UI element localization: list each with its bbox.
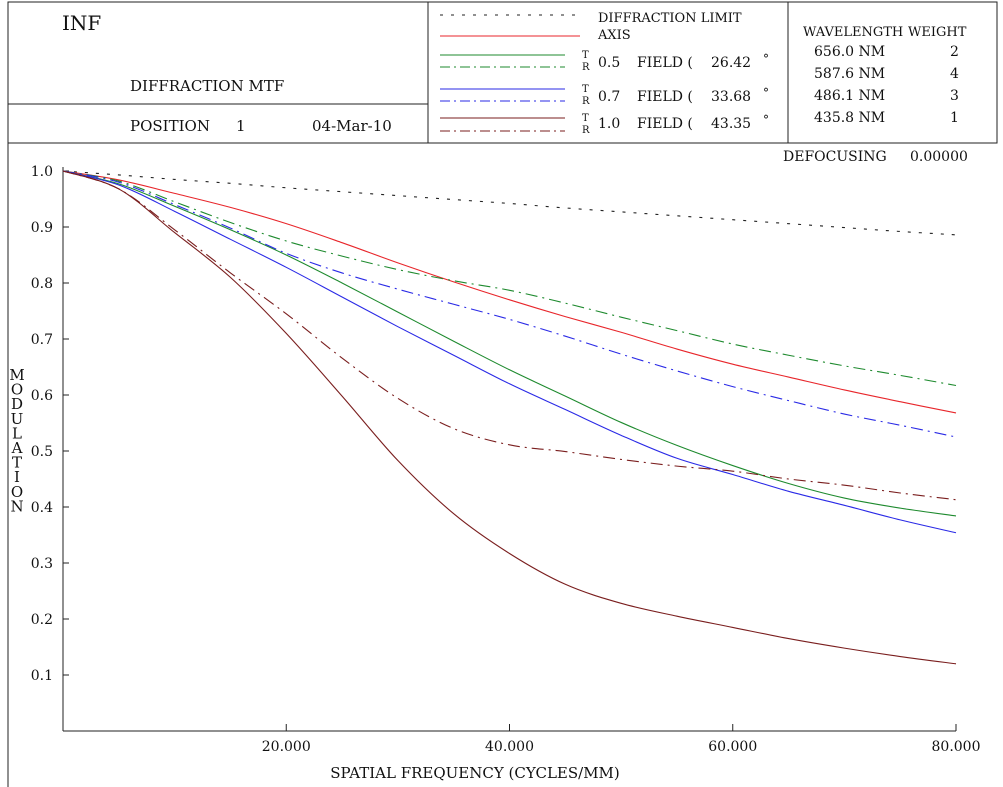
date-label: 04-Mar-10	[312, 117, 392, 135]
y-tick-label: 0.2	[31, 612, 53, 628]
y-axis-title-letter: O	[11, 381, 23, 399]
y-axis-title-letter: O	[11, 483, 23, 501]
legend-t-10: T	[582, 113, 589, 124]
legend-field-10-degree: °	[763, 113, 769, 127]
legend-label-axis: AXIS	[597, 28, 631, 43]
weight-row-3: 3	[950, 88, 959, 104]
y-axis-title-letter: U	[11, 410, 24, 428]
y-tick-label: 0.9	[31, 220, 53, 236]
y-axis-title-letter: D	[11, 395, 23, 413]
series-0-7-field-r	[62, 170, 957, 438]
y-axis-title-letter: M	[9, 366, 24, 384]
conjugate-label: INF	[62, 11, 101, 35]
y-axis-title-letter: L	[12, 424, 22, 442]
y-axis-title-letter: I	[14, 468, 20, 486]
legend-field-10-word: FIELD (	[637, 116, 693, 132]
x-tick-label: 40.000	[485, 739, 534, 755]
weight-row-2: 4	[950, 66, 959, 82]
weight-header: WEIGHT	[908, 25, 967, 40]
y-tick-label: 0.3	[31, 556, 53, 572]
legend-field-10-angle: 43.35	[711, 116, 751, 132]
x-tick-label: 60.000	[708, 739, 757, 755]
legend-field-05-degree: °	[763, 52, 769, 66]
y-axis-title-letter: T	[12, 454, 22, 472]
wavelength-row-2: 587.6 NM	[814, 66, 885, 82]
series-axis	[62, 170, 957, 414]
x-tick-label: 20.000	[262, 739, 311, 755]
legend-field-07-angle: 33.68	[711, 89, 751, 105]
axis-lines	[62, 167, 956, 732]
legend-field-07-degree: °	[763, 86, 769, 100]
legend: DIFFRACTION LIMIT AXIS T R 0.5 FIELD ( 2…	[440, 11, 769, 136]
legend-label-diffraction-limit: DIFFRACTION LIMIT	[598, 11, 742, 26]
wavelength-row-3: 486.1 NM	[814, 88, 885, 104]
legend-t-05: T	[582, 50, 589, 61]
legend-field-10-fraction: 1.0	[598, 116, 620, 132]
y-axis-ticks: 0.1 0.2 0.3 0.4 0.5 0.6 0.7 0.8 0.9 1.0	[31, 164, 69, 684]
header-frame	[7, 1, 998, 144]
y-tick-label: 0.1	[31, 668, 53, 684]
wavelength-row-1: 656.0 NM	[814, 44, 885, 60]
legend-field-07-word: FIELD (	[637, 89, 693, 105]
series-1-0-field-r	[62, 170, 957, 501]
weight-row-4: 1	[950, 110, 959, 126]
defocusing-value: 0.00000	[910, 149, 968, 165]
chart-title: DIFFRACTION MTF	[130, 77, 284, 95]
legend-field-05-fraction: 0.5	[598, 55, 620, 71]
wavelength-header: WAVELENGTH	[803, 25, 903, 40]
x-axis-ticks: 20.000 40.000 60.000 80.000	[262, 724, 981, 755]
legend-r-05: R	[582, 62, 590, 73]
wavelength-row-4: 435.8 NM	[814, 110, 885, 126]
defocusing-label: DEFOCUSING	[783, 149, 887, 165]
series-layer	[62, 170, 957, 665]
position-value: 1	[236, 117, 246, 135]
y-tick-label: 0.5	[31, 444, 53, 460]
y-tick-label: 0.6	[31, 388, 53, 404]
x-tick-label: 80.000	[932, 739, 981, 755]
legend-r-10: R	[582, 125, 590, 136]
y-tick-label: 1.0	[31, 164, 53, 180]
y-axis-title-letter: A	[11, 439, 23, 457]
y-tick-label: 0.4	[31, 500, 53, 516]
series-diffraction-limit	[62, 170, 957, 236]
legend-t-07: T	[582, 84, 589, 95]
wavelength-table: WAVELENGTH WEIGHT 656.0 NM 2 587.6 NM 4 …	[803, 25, 967, 126]
legend-field-05-word: FIELD (	[637, 55, 693, 71]
legend-field-05-angle: 26.42	[711, 55, 751, 71]
x-axis-title: SPATIAL FREQUENCY (CYCLES/MM)	[330, 764, 620, 782]
series-1-0-field-t	[62, 170, 957, 665]
y-axis-title-letter: N	[10, 497, 23, 515]
series-0-5-field-r	[62, 170, 957, 387]
legend-r-07: R	[582, 96, 590, 107]
series-0-5-field-t	[62, 170, 957, 517]
weight-row-1: 2	[950, 44, 959, 60]
position-label: POSITION	[130, 117, 210, 135]
series-0-7-field-t	[62, 170, 957, 534]
y-tick-label: 0.8	[31, 276, 53, 292]
legend-field-07-fraction: 0.7	[598, 89, 620, 105]
y-tick-label: 0.7	[31, 332, 53, 348]
